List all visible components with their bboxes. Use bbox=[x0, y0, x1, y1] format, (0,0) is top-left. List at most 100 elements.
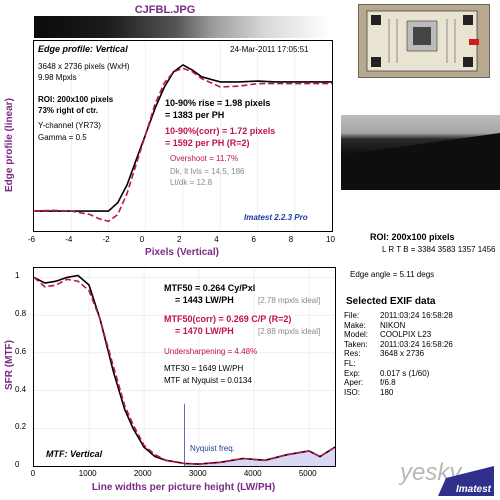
test-chart-thumbnail-svg bbox=[366, 10, 479, 72]
logo-text: Imatest bbox=[456, 484, 492, 495]
exif-key: Make: bbox=[344, 320, 366, 330]
exif-key: File: bbox=[344, 311, 360, 320]
exif-key: Res: bbox=[344, 349, 361, 359]
mtf-x-tick: 3000 bbox=[188, 469, 207, 478]
rise-corr-per-ph: = 1592 per PH (R=2) bbox=[165, 138, 250, 148]
imatest-version: Imatest 2.2.3 Pro bbox=[244, 213, 308, 222]
mtf-x-tick: 5000 bbox=[298, 469, 317, 478]
edge-x-tick: 0 bbox=[139, 235, 145, 244]
edge-panel-title: Edge profile: Vertical bbox=[38, 44, 128, 54]
mtf50-corr-value: MTF50(corr) = 0.269 C/P (R=2) bbox=[164, 314, 292, 324]
mtf-y-tick: 0.8 bbox=[15, 309, 27, 319]
edge-x-axis-title: Pixels (Vertical) bbox=[145, 247, 219, 258]
mtf-y-tick: 1 bbox=[15, 271, 20, 281]
exif-key: Model: bbox=[344, 330, 369, 340]
edge-x-tick: 6 bbox=[251, 235, 256, 244]
exif-value: 2011:03:24 16:58:26 bbox=[380, 339, 453, 349]
mtf-at-nyquist: MTF at Nyquist = 0.0134 bbox=[164, 376, 252, 385]
mtf-svg bbox=[34, 268, 335, 466]
edge-measured-line bbox=[34, 63, 332, 212]
edge-pct-right: 73% right of ctr. bbox=[38, 106, 99, 115]
edge-x-tick: 4 bbox=[214, 235, 219, 244]
exif-value: 2011:03:24 16:58:28 bbox=[380, 311, 453, 320]
exif-row: Make: NIKON bbox=[344, 321, 498, 331]
exif-key: ISO: bbox=[344, 387, 361, 397]
exif-row: FL: bbox=[344, 359, 498, 369]
edge-x-tick: -6 bbox=[28, 235, 36, 244]
mtf-y-tick: 0 bbox=[15, 460, 20, 469]
image-dimensions: 3648 x 2736 pixels (WxH) bbox=[38, 62, 130, 71]
exif-title: Selected EXIF data bbox=[346, 296, 436, 307]
test-chart-thumbnail bbox=[358, 4, 490, 78]
mtf50-corr-lwph: = 1470 LW/PH bbox=[175, 326, 234, 336]
edge-gamma: Gamma = 0.5 bbox=[38, 133, 87, 142]
mtf-x-tick: 0 bbox=[30, 469, 36, 478]
edge-profile-plot bbox=[33, 40, 333, 232]
mtf-y-tick: 0.4 bbox=[15, 384, 27, 394]
edge-x-tick: 8 bbox=[288, 235, 294, 244]
rise-corr-value: 10-90%(corr) = 1.72 pixels bbox=[165, 126, 276, 136]
edge-corrected-line bbox=[34, 67, 332, 223]
mtf-y-tick: 0.2 bbox=[15, 422, 27, 432]
edge-x-tick: 10 bbox=[326, 235, 335, 244]
mtf-x-tick: 2000 bbox=[133, 469, 152, 478]
roi-crop-svg bbox=[341, 115, 500, 190]
file-title: CJFBL.JPG bbox=[134, 4, 196, 16]
dark-light-levels: Dk, lt lvls = 14.5, 186 bbox=[170, 167, 245, 176]
edge-x-tick: -4 bbox=[65, 235, 73, 244]
image-mpxls: 9.98 Mpxls bbox=[38, 73, 77, 82]
side-edge-angle: Edge angle = 5.11 degs bbox=[350, 270, 435, 279]
mtf-plot bbox=[33, 267, 336, 467]
exif-key: FL: bbox=[344, 358, 356, 368]
exif-value: NIKON bbox=[380, 320, 406, 330]
mtf-corrected-line bbox=[34, 276, 335, 465]
mtf50-corr-ideal: [2.88 mpxls ideal] bbox=[258, 327, 321, 336]
exif-value: 3648 x 2736 bbox=[380, 349, 425, 359]
overshoot-value: Overshoot = 11.7% bbox=[170, 154, 239, 163]
edge-y-axis-title: Edge profile (linear) bbox=[4, 98, 15, 192]
mtf-nyquist-fill bbox=[184, 447, 335, 466]
mtf50-lwph: = 1443 LW/PH bbox=[175, 295, 234, 305]
tone-gradient-strip bbox=[34, 16, 330, 38]
logo-svg: yesky Imatest bbox=[398, 459, 494, 496]
edge-x-tick: -2 bbox=[102, 235, 110, 244]
edge-profile-svg bbox=[34, 41, 332, 231]
mtf50-value: MTF50 = 0.264 Cy/Pxl bbox=[164, 283, 256, 293]
edge-roi: ROI: 200x100 pixels bbox=[38, 95, 114, 104]
side-lrtb: L R T B = 3384 3583 1357 1456 bbox=[382, 245, 496, 254]
side-roi: ROI: 200x100 pixels bbox=[370, 232, 455, 242]
exif-value: f/6.8 bbox=[380, 378, 396, 388]
mtf-panel-title: MTF: Vertical bbox=[46, 449, 103, 459]
logo: yesky Imatest bbox=[398, 450, 498, 498]
mtf-x-tick: 1000 bbox=[78, 469, 97, 478]
exif-key: Taken: bbox=[344, 339, 368, 349]
roi-crop-image bbox=[341, 115, 500, 190]
exif-key: Aper: bbox=[344, 378, 364, 388]
exif-row: Model: COOLPIX L23 bbox=[344, 330, 498, 340]
exif-row: Exp: 0.017 s (1/60) bbox=[344, 369, 498, 379]
exif-row: Res: 3648 x 2736 bbox=[344, 349, 498, 359]
mtf-x-tick: 4000 bbox=[243, 469, 262, 478]
mtf-y-axis-title: SFR (MTF) bbox=[4, 340, 15, 390]
edge-channel: Y-channel (YR73) bbox=[38, 121, 101, 130]
undersharpening-value: Undersharpening = 4.48% bbox=[164, 347, 258, 356]
exif-key: Exp: bbox=[344, 368, 361, 378]
exif-value: 180 bbox=[380, 387, 394, 397]
mtf30-value: MTF30 = 1649 LW/PH bbox=[164, 364, 244, 373]
mtf-y-tick: 0.6 bbox=[15, 346, 27, 356]
nyquist-label: Nyquist freq. bbox=[190, 444, 235, 453]
exif-value: COOLPIX L23 bbox=[380, 330, 432, 340]
exif-row: Taken: 2011:03:24 16:58:26 bbox=[344, 340, 498, 350]
light-dark-ratio: Lt/dk = 12.8 bbox=[170, 178, 213, 187]
edge-x-tick: 2 bbox=[177, 235, 182, 244]
exif-row: ISO: 180 bbox=[344, 388, 498, 398]
edge-panel-date: 24-Mar-2011 17:05:51 bbox=[230, 45, 309, 54]
exif-row: File: 2011:03:24 16:58:28 bbox=[344, 311, 498, 321]
exif-value: 0.017 s (1/60) bbox=[380, 368, 430, 378]
mtf50-ideal: [2.78 mpxls ideal] bbox=[258, 296, 321, 305]
exif-list: File: 2011:03:24 16:58:28 Make: NIKON Model:… bbox=[344, 311, 498, 397]
exif-row: Aper: f/6.8 bbox=[344, 378, 498, 388]
rise-per-ph: = 1383 per PH bbox=[165, 110, 225, 120]
rise-value: 10-90% rise = 1.98 pixels bbox=[165, 98, 271, 108]
mtf-x-axis-title: Line widths per picture height (LW/PH) bbox=[91, 482, 276, 493]
